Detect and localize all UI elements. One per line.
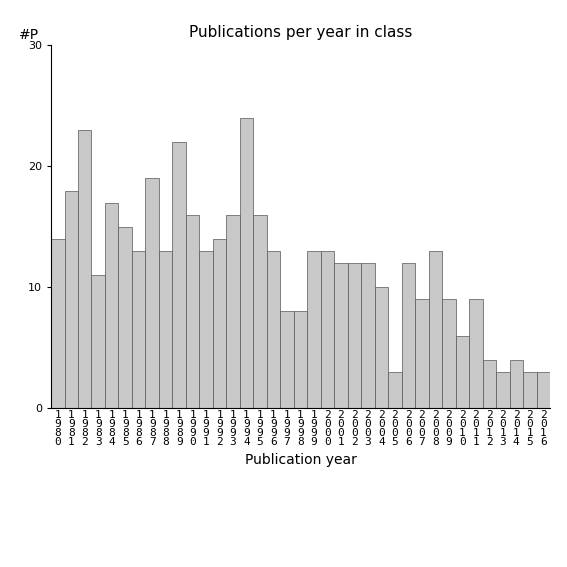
Bar — [523, 372, 536, 408]
Bar — [119, 227, 132, 408]
Bar — [469, 299, 483, 408]
Text: #P: #P — [19, 28, 39, 42]
Bar — [213, 239, 226, 408]
Bar — [483, 360, 496, 408]
Bar — [172, 142, 186, 408]
Bar — [388, 372, 401, 408]
Bar — [159, 251, 172, 408]
Bar — [442, 299, 456, 408]
Bar — [200, 251, 213, 408]
Bar — [226, 215, 240, 408]
Bar — [280, 311, 294, 408]
Bar — [429, 251, 442, 408]
Bar — [307, 251, 321, 408]
Bar — [456, 336, 469, 408]
Bar — [51, 239, 65, 408]
Bar — [105, 202, 119, 408]
X-axis label: Publication year: Publication year — [244, 453, 357, 467]
Bar — [415, 299, 429, 408]
Bar — [91, 275, 105, 408]
Bar — [145, 179, 159, 408]
Bar — [510, 360, 523, 408]
Bar — [496, 372, 510, 408]
Title: Publications per year in class: Publications per year in class — [189, 25, 412, 40]
Bar — [132, 251, 145, 408]
Bar — [321, 251, 334, 408]
Bar — [65, 191, 78, 408]
Bar — [361, 263, 375, 408]
Bar — [78, 130, 91, 408]
Bar — [401, 263, 415, 408]
Bar — [334, 263, 348, 408]
Bar — [375, 287, 388, 408]
Bar — [253, 215, 267, 408]
Bar — [240, 118, 253, 408]
Bar — [267, 251, 280, 408]
Bar — [186, 215, 200, 408]
Bar — [536, 372, 550, 408]
Bar — [348, 263, 361, 408]
Bar — [294, 311, 307, 408]
